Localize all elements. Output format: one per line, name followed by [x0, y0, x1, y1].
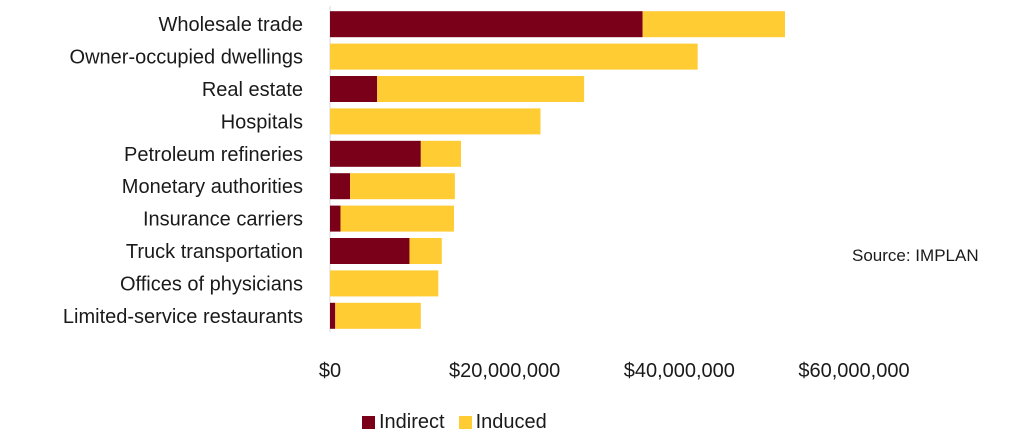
bar-induced-wholesale-trade: [642, 11, 786, 38]
bar-indirect-monetary-authorities: [330, 173, 351, 200]
bar-induced-offices-of-physicians: [330, 270, 439, 297]
legend-label-induced: Induced: [475, 411, 547, 433]
bar-indirect-limited-service-restaurants: [330, 302, 336, 329]
legend-swatch-induced: [458, 416, 472, 429]
category-label-owner-occupied-dwellings: Owner-occupied dwellings: [70, 47, 303, 69]
bar-induced-insurance-carriers: [340, 205, 455, 232]
x-tick-label: $20,000,000: [449, 360, 560, 382]
x-tick-label: $0: [319, 360, 341, 382]
bar-indirect-insurance-carriers: [330, 205, 341, 232]
bar-induced-real-estate: [377, 76, 585, 102]
bar-induced-owner-occupied-dwellings: [330, 43, 698, 70]
bar-induced-monetary-authorities: [350, 173, 455, 200]
category-label-truck-transportation: Truck transportation: [126, 241, 303, 263]
category-label-petroleum-refineries: Petroleum refineries: [124, 144, 303, 166]
source-note: Source: IMPLAN: [852, 246, 979, 265]
legend-label-indirect: Indirect: [379, 411, 445, 433]
category-label-limited-service-restaurants: Limited-service restaurants: [63, 306, 303, 328]
bar-induced-petroleum-refineries: [420, 140, 461, 167]
bar-induced-truck-transportation: [409, 238, 442, 264]
legend-item-indirect: Indirect: [362, 411, 445, 434]
legend-item-induced: Induced: [458, 411, 547, 434]
bar-indirect-truck-transportation: [330, 238, 410, 264]
bar-indirect-wholesale-trade: [330, 11, 643, 38]
category-label-hospitals: Hospitals: [221, 111, 303, 133]
bar-indirect-petroleum-refineries: [330, 140, 421, 167]
category-label-monetary-authorities: Monetary authorities: [122, 176, 303, 198]
legend-swatch-indirect: [362, 416, 375, 429]
category-label-wholesale-trade: Wholesale trade: [158, 14, 303, 36]
category-label-real-estate: Real estate: [202, 79, 303, 101]
category-label-insurance-carriers: Insurance carriers: [143, 209, 303, 231]
category-label-offices-of-physicians: Offices of physicians: [120, 273, 303, 295]
bar-induced-hospitals: [330, 108, 541, 135]
bar-indirect-real-estate: [330, 76, 378, 102]
x-tick-label: $40,000,000: [624, 360, 735, 382]
legend: Indirect Induced: [362, 411, 561, 434]
bar-induced-limited-service-restaurants: [335, 302, 421, 329]
x-tick-label: $60,000,000: [798, 360, 909, 382]
